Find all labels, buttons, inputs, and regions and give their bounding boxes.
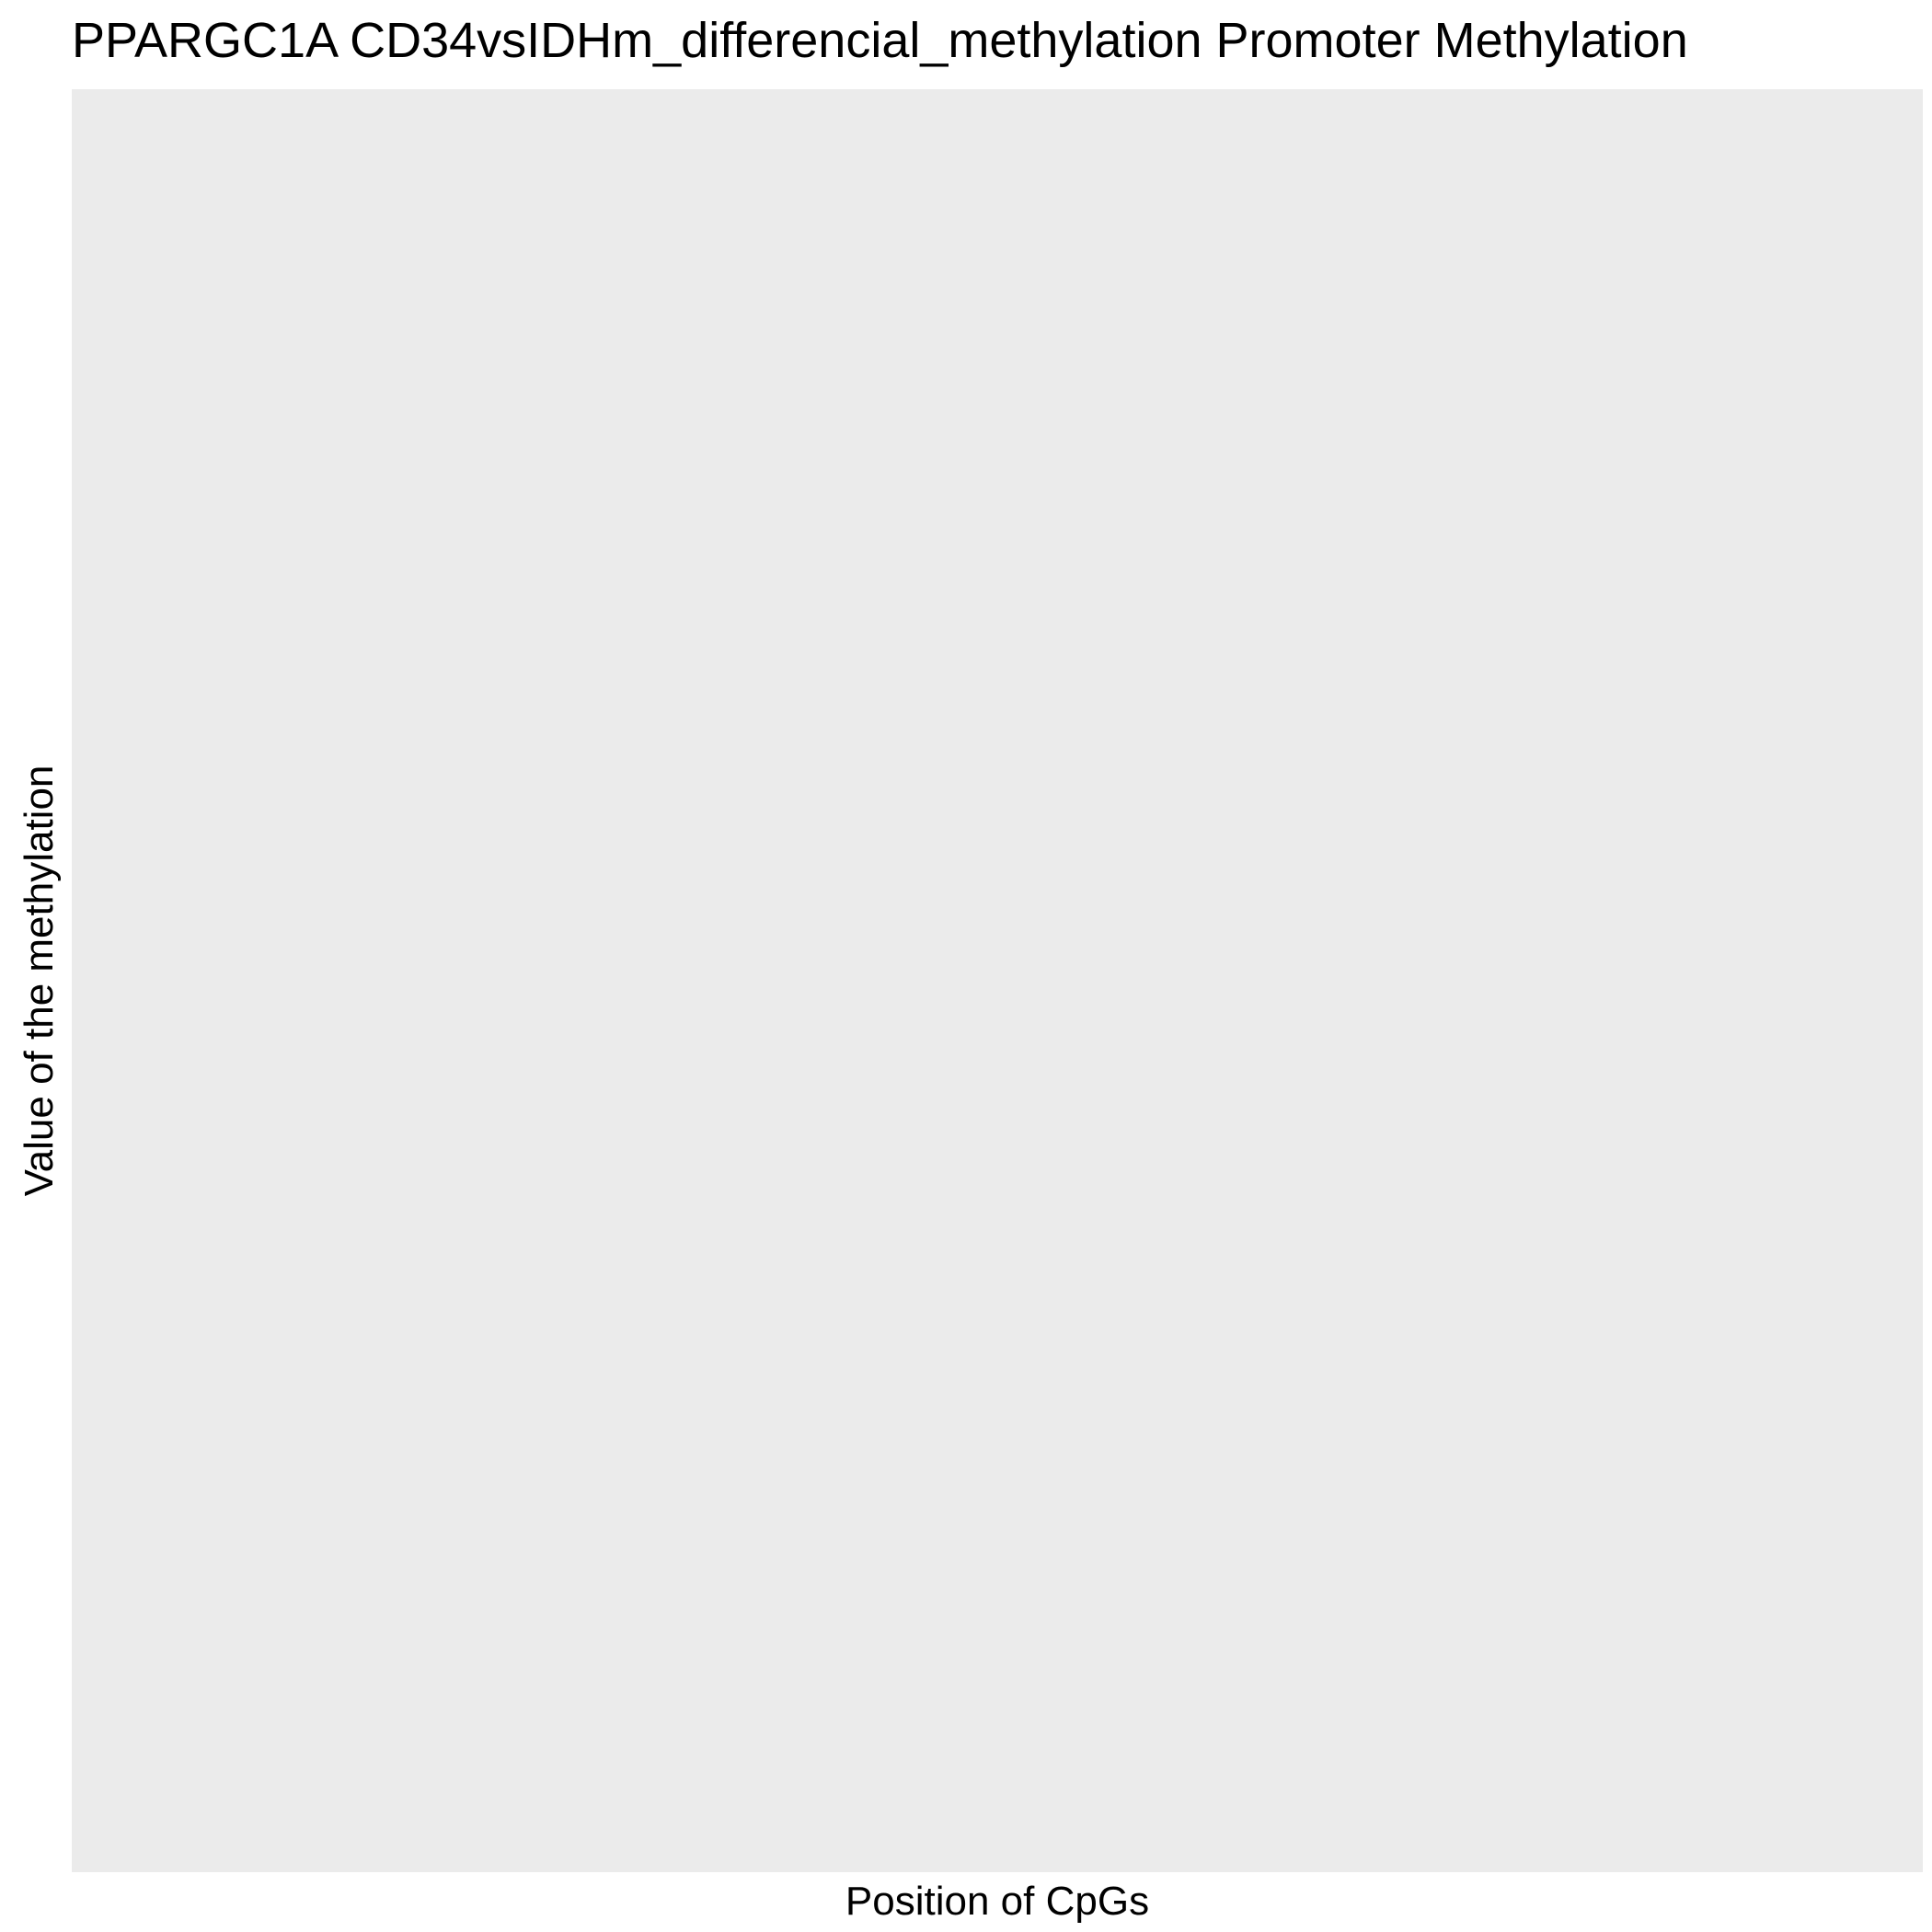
- plot-panel: [72, 89, 1923, 1872]
- chart-title: PPARGC1A CD34vsIDHm_differencial_methyla…: [72, 13, 1688, 68]
- x-axis-label: Position of CpGs: [845, 1879, 1150, 1924]
- y-axis-label: Value of the methylation: [17, 765, 62, 1197]
